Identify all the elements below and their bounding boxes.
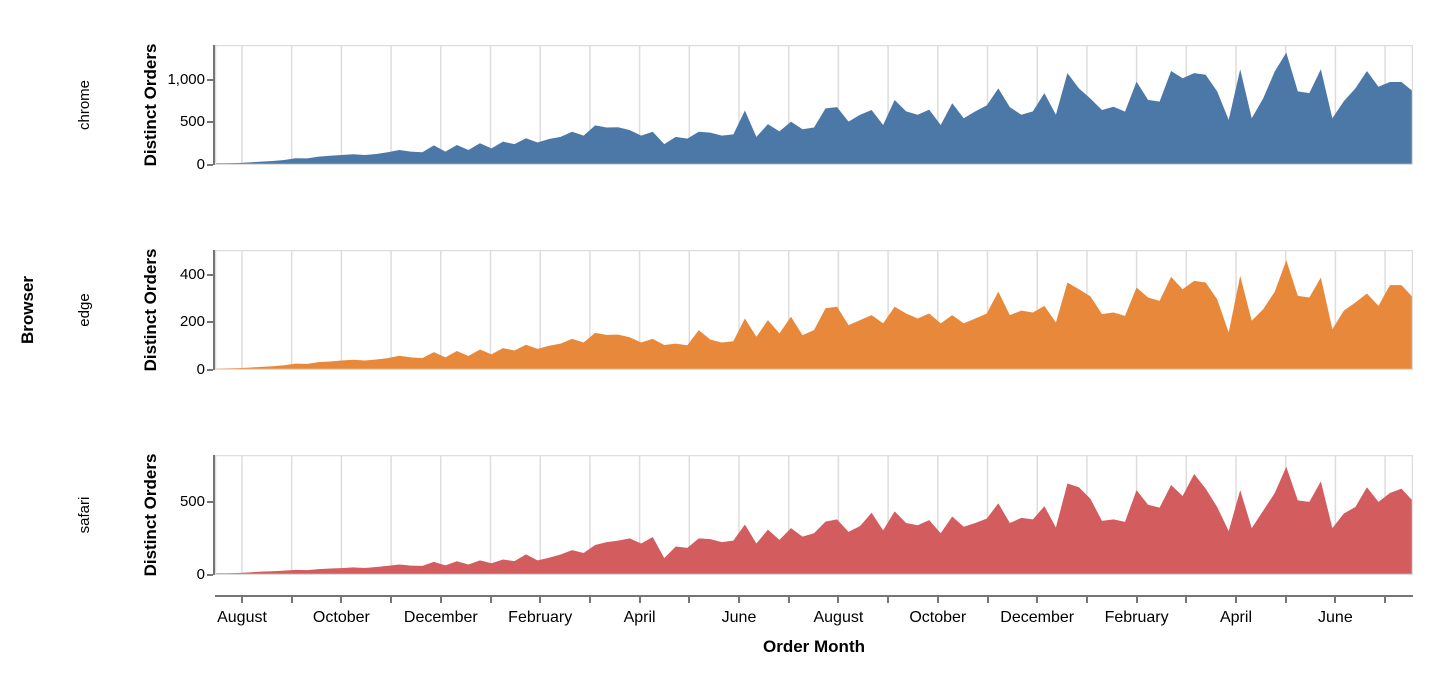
- x-tick: [887, 597, 890, 603]
- y-tick-label: 0: [196, 156, 205, 173]
- x-tick: [738, 597, 740, 603]
- x-tick: [986, 597, 989, 603]
- x-tick-label: August: [813, 609, 864, 626]
- x-tick-label: February: [508, 609, 573, 626]
- x-tick-label: June: [721, 609, 757, 626]
- plot-border: [215, 45, 1413, 165]
- x-tick: [638, 597, 641, 603]
- x-tick: [241, 597, 243, 603]
- y-tick: [207, 321, 213, 324]
- row-axis-title: Browser: [18, 275, 37, 345]
- y-axis-domain-safari: [213, 455, 215, 575]
- x-tick: [1334, 597, 1337, 603]
- x-tick: [1235, 597, 1237, 603]
- x-tick: [787, 597, 790, 603]
- y-tick: [207, 121, 213, 124]
- x-tick-label: June: [1318, 609, 1353, 626]
- x-tick-label: April: [1219, 609, 1252, 626]
- y-tick: [207, 369, 213, 371]
- y-tick-label: 400: [179, 265, 205, 283]
- facet-plot-chrome: [215, 45, 1413, 165]
- x-axis-domain: [215, 595, 1413, 597]
- y-axis-domain-edge: [213, 250, 215, 370]
- x-tick: [588, 597, 591, 603]
- y-tick-label: 200: [179, 313, 205, 331]
- y-tick: [207, 78, 213, 81]
- x-tick: [340, 597, 343, 603]
- area-series-edge: [215, 260, 1413, 370]
- plot-border: [215, 455, 1413, 575]
- x-tick: [1036, 597, 1039, 603]
- x-tick: [539, 597, 542, 603]
- x-tick: [1384, 597, 1387, 603]
- x-tick: [290, 597, 293, 603]
- x-tick: [1085, 597, 1088, 603]
- y-axis-title: Distinct Orders: [141, 248, 160, 372]
- area-series-chrome: [215, 52, 1413, 165]
- x-tick-label: August: [217, 609, 267, 626]
- x-tick: [1135, 597, 1138, 603]
- y-tick: [207, 164, 213, 166]
- y-tick: [207, 273, 213, 276]
- y-tick-label: 500: [179, 113, 205, 131]
- facet-plot-safari: [215, 455, 1413, 575]
- y-tick: [207, 574, 213, 576]
- x-tick-label: December: [1000, 609, 1075, 626]
- y-axis-domain-chrome: [213, 45, 215, 165]
- x-tick-label: April: [623, 609, 656, 626]
- y-tick-label: 0: [196, 566, 205, 583]
- x-tick-label: October: [312, 609, 370, 626]
- y-tick: [207, 500, 213, 503]
- plot-border: [215, 250, 1413, 370]
- x-tick: [837, 597, 840, 603]
- facet-label-safari: safari: [76, 496, 93, 534]
- x-tick: [489, 597, 492, 603]
- x-tick: [439, 597, 442, 603]
- x-tick-label: October: [909, 609, 967, 626]
- y-axis-title: Distinct Orders: [141, 453, 160, 577]
- x-tick: [390, 597, 393, 603]
- y-tick-label: 500: [179, 492, 205, 510]
- x-tick: [1284, 597, 1287, 603]
- x-tick: [1185, 597, 1188, 603]
- x-tick-label: December: [403, 609, 478, 626]
- area-series-safari: [215, 466, 1413, 575]
- x-tick: [936, 597, 939, 603]
- y-tick-label: 0: [196, 361, 205, 378]
- x-tick: [688, 597, 691, 603]
- facet-plot-edge: [215, 250, 1413, 370]
- facet-label-edge: edge: [76, 293, 93, 327]
- x-tick-label: February: [1104, 609, 1169, 626]
- x-axis-title: Order Month: [763, 637, 865, 656]
- y-tick-label: 1,000: [167, 70, 205, 88]
